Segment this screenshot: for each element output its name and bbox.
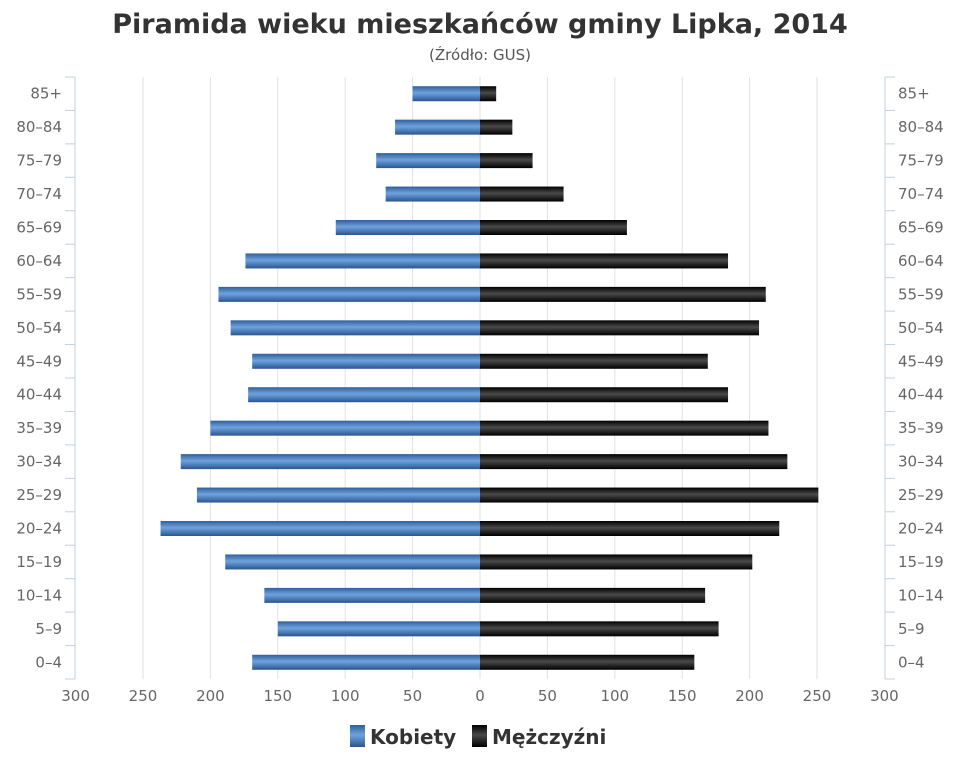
legend-item-mezczyzni[interactable]: Mężczyźni [472, 725, 606, 749]
y-tick-label-right: 45–49 [898, 352, 944, 370]
y-tick-label-left: 50–54 [16, 319, 62, 337]
bar-kobiety[interactable] [160, 521, 481, 536]
bar-mezczyzni[interactable] [480, 521, 780, 536]
y-tick-label-right: 40–44 [898, 386, 944, 404]
y-tick-label-left: 40–44 [16, 386, 62, 404]
y-tick-label-left: 30–34 [16, 453, 62, 471]
y-tick-label-right: 55–59 [898, 285, 944, 303]
y-tick-label-left: 15–19 [16, 553, 62, 571]
x-tick-label: 100 [600, 687, 629, 705]
grid [142, 77, 818, 679]
y-tick-label-left: 0–4 [35, 653, 62, 671]
bars [160, 86, 819, 670]
y-tick-label-right: 25–29 [898, 486, 944, 504]
bar-mezczyzni[interactable] [480, 554, 753, 570]
bar-kobiety[interactable] [196, 487, 481, 503]
y-tick-label-left: 20–24 [16, 520, 62, 538]
legend-swatch-mezczyzni [472, 725, 487, 747]
bar-kobiety[interactable] [385, 186, 480, 202]
bar-kobiety[interactable] [252, 353, 480, 369]
x-tick-label: 0 [475, 687, 485, 705]
y-tick-label-right: 75–79 [898, 152, 944, 170]
y-tick-label-right: 20–24 [898, 520, 944, 538]
y-tick-label-left: 70–74 [16, 185, 62, 203]
bar-mezczyzni[interactable] [480, 353, 708, 369]
bar-kobiety[interactable] [210, 420, 480, 436]
bar-kobiety[interactable] [264, 587, 480, 603]
bar-kobiety[interactable] [335, 220, 480, 235]
bar-mezczyzni[interactable] [480, 320, 760, 336]
y-tick-label-right: 5–9 [898, 620, 925, 638]
chart-title: Piramida wieku mieszkańców gminy Lipka, … [112, 9, 848, 40]
y-tick-label-left: 35–39 [16, 419, 62, 437]
bar-kobiety[interactable] [248, 387, 480, 403]
bar-mezczyzni[interactable] [480, 86, 497, 102]
x-tick-label: 300 [870, 687, 899, 705]
y-tick-label-right: 80–84 [898, 118, 944, 136]
bar-mezczyzni[interactable] [480, 387, 729, 403]
legend-swatch-kobiety [350, 725, 365, 747]
x-tick-label: 150 [668, 687, 697, 705]
y-tick-label-left: 65–69 [16, 219, 62, 237]
x-tick-label: 50 [403, 687, 422, 705]
y-tick-label-left: 10–14 [16, 586, 62, 604]
y-tick-label-left: 60–64 [16, 252, 62, 270]
chart-subtitle: (Źródło: GUS) [429, 45, 531, 64]
bar-kobiety[interactable] [412, 86, 480, 102]
bar-kobiety[interactable] [230, 320, 480, 336]
bar-mezczyzni[interactable] [480, 420, 769, 436]
bar-mezczyzni[interactable] [480, 253, 729, 269]
bar-mezczyzni[interactable] [480, 587, 706, 603]
y-tick-label-right: 0–4 [898, 653, 925, 671]
y-tick-label-left: 75–79 [16, 152, 62, 170]
y-tick-label-right: 65–69 [898, 219, 944, 237]
bar-mezczyzni[interactable] [480, 654, 695, 670]
bar-kobiety[interactable] [245, 253, 480, 269]
bar-kobiety[interactable] [376, 153, 480, 169]
y-tick-label-left: 80–84 [16, 118, 62, 136]
bar-kobiety[interactable] [180, 454, 480, 470]
x-tick-label: 250 [129, 687, 158, 705]
legend-item-kobiety[interactable]: Kobiety [350, 725, 456, 749]
bar-mezczyzni[interactable] [480, 153, 533, 169]
bar-mezczyzni[interactable] [480, 220, 627, 235]
bar-mezczyzni[interactable] [480, 487, 819, 503]
y-tick-label-left: 25–29 [16, 486, 62, 504]
x-tick-label: 50 [538, 687, 557, 705]
y-tick-label-left: 55–59 [16, 285, 62, 303]
y-tick-label-left: 85+ [30, 85, 62, 103]
x-tick-label: 200 [196, 687, 225, 705]
x-tick-label: 300 [61, 687, 90, 705]
bar-mezczyzni[interactable] [480, 621, 719, 637]
bar-mezczyzni[interactable] [480, 454, 788, 470]
bar-mezczyzni[interactable] [480, 119, 513, 135]
bar-kobiety[interactable] [252, 654, 480, 670]
bar-kobiety[interactable] [395, 119, 480, 135]
y-tick-label-right: 85+ [898, 85, 930, 103]
legend-label-kobiety: Kobiety [370, 725, 456, 749]
y-tick-label-right: 10–14 [898, 586, 944, 604]
bar-kobiety[interactable] [225, 554, 480, 570]
y-tick-label-right: 15–19 [898, 553, 944, 571]
bar-mezczyzni[interactable] [480, 186, 564, 202]
y-tick-label-right: 50–54 [898, 319, 944, 337]
legend[interactable]: Kobiety Mężczyźni [350, 725, 606, 749]
y-tick-label-right: 70–74 [898, 185, 944, 203]
x-tick-label: 250 [803, 687, 832, 705]
bar-kobiety[interactable] [277, 621, 480, 637]
bar-kobiety[interactable] [218, 286, 480, 302]
y-tick-label-left: 45–49 [16, 352, 62, 370]
y-tick-label-right: 30–34 [898, 453, 944, 471]
x-tick-label: 100 [331, 687, 360, 705]
x-tick-label: 150 [263, 687, 292, 705]
axes: 300 250 200 150 100 50 0 50 100 150 200 250 300 0–4 0–… [16, 76, 944, 705]
x-tick-label: 200 [735, 687, 764, 705]
bar-mezczyzni[interactable] [480, 286, 766, 302]
y-tick-label-right: 35–39 [898, 419, 944, 437]
legend-label-mezczyzni: Mężczyźni [492, 725, 606, 749]
y-tick-label-left: 5–9 [35, 620, 62, 638]
y-tick-label-right: 60–64 [898, 252, 944, 270]
